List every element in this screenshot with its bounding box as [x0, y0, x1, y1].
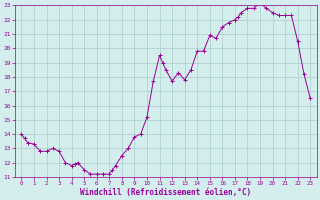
- X-axis label: Windchill (Refroidissement éolien,°C): Windchill (Refroidissement éolien,°C): [80, 188, 252, 197]
